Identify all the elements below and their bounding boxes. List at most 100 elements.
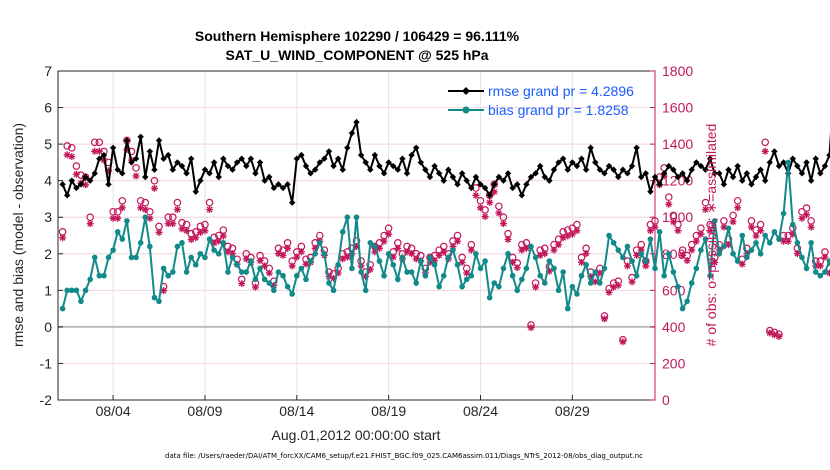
- bias-point: [303, 276, 309, 283]
- rmse-point: [647, 188, 654, 195]
- bias-point: [665, 250, 672, 257]
- bias-point: [546, 258, 553, 264]
- grid: [58, 70, 655, 401]
- obs-assimilated-marker: [343, 253, 351, 261]
- bias-point: [629, 258, 635, 264]
- obs-assimilated-marker: [118, 204, 126, 212]
- y-tick-label: 6: [44, 100, 52, 116]
- rmse-point: [651, 173, 659, 181]
- bias-point: [248, 258, 254, 264]
- rmse-point: [348, 129, 356, 137]
- obs-possible-marker: [807, 217, 815, 225]
- obs-assimilated-marker: [564, 232, 572, 240]
- bias-point: [381, 272, 387, 279]
- rmse-point: [601, 170, 608, 177]
- rmse-point: [762, 177, 769, 184]
- bias-point: [702, 236, 709, 242]
- obs-assimilated-marker: [518, 246, 526, 254]
- obs-assimilated-marker: [766, 329, 774, 337]
- bias-point: [638, 250, 645, 257]
- obs-assimilated-marker: [738, 260, 746, 268]
- bias-point: [794, 240, 801, 246]
- rmse-point: [555, 159, 562, 166]
- rmse-point: [201, 166, 209, 173]
- obs-assimilated-marker: [215, 237, 223, 245]
- rmse-point: [238, 155, 245, 162]
- obs-assimilated-marker: [637, 246, 645, 254]
- rmse-point: [275, 181, 282, 188]
- rmse-point: [573, 162, 581, 170]
- bias-point: [647, 236, 654, 242]
- bias-point: [124, 218, 130, 224]
- rmse-point: [803, 159, 810, 166]
- rmse-point: [546, 177, 553, 184]
- rmse-point: [413, 144, 420, 151]
- rmse-point: [518, 192, 526, 199]
- rmse-point: [426, 173, 434, 181]
- rmse-point: [109, 144, 117, 151]
- bias-point: [776, 236, 782, 242]
- obs-assimilated-marker: [532, 283, 540, 291]
- bias-point: [229, 254, 236, 261]
- obs-possible-marker: [573, 220, 581, 229]
- obs-possible-marker: [132, 164, 140, 172]
- obs-possible-marker: [756, 220, 765, 229]
- obs-assimilated-marker: [559, 234, 567, 242]
- obs-assimilated-marker: [82, 181, 90, 189]
- bias-point: [280, 272, 286, 279]
- bias-point: [509, 272, 516, 279]
- obs-assimilated-marker: [68, 153, 76, 161]
- obs-possible-marker: [72, 162, 81, 170]
- obs-possible-marker: [58, 228, 67, 236]
- obs-possible-marker: [173, 198, 182, 207]
- rmse-point: [491, 181, 498, 188]
- obs-assimilated-marker: [454, 237, 462, 245]
- obs-assimilated-marker: [513, 264, 521, 272]
- obs-assimilated-marker: [747, 223, 755, 231]
- obs-assimilated-marker: [219, 232, 227, 240]
- obs-assimilated-marker: [816, 262, 824, 270]
- bias-point: [192, 261, 199, 268]
- obs-assimilated-marker: [279, 251, 287, 259]
- bias-point: [587, 280, 594, 286]
- obs-assimilated-marker: [527, 324, 535, 332]
- bias-point: [578, 272, 585, 279]
- bias-point: [707, 272, 713, 279]
- bias-point: [64, 287, 70, 294]
- rmse-point: [454, 181, 461, 188]
- rmse-point: [440, 177, 447, 184]
- legend-bias-marker: [462, 106, 470, 114]
- bias-point: [220, 240, 227, 246]
- y-right-tick-label: 0: [662, 392, 670, 408]
- bias-point: [817, 272, 824, 279]
- bias-point: [238, 269, 245, 275]
- obs-assimilated-marker: [293, 253, 301, 261]
- obs-possible-marker: [219, 226, 228, 234]
- bias-point: [312, 250, 318, 257]
- rmse-point: [624, 170, 631, 177]
- obs-possible-marker: [747, 217, 756, 225]
- bias-point: [734, 258, 741, 264]
- y-right-tick-label: 400: [662, 319, 686, 335]
- rmse-point: [77, 181, 85, 188]
- obs-assimilated-marker: [261, 262, 269, 270]
- obs-assimilated-marker: [591, 278, 599, 286]
- obs-assimilated-marker: [509, 258, 517, 266]
- bias-point: [202, 254, 208, 261]
- legend-rmse-marker: [462, 87, 470, 95]
- obs-assimilated-marker: [160, 287, 168, 295]
- bias-point: [252, 276, 259, 283]
- obs-assimilated-marker: [229, 250, 237, 258]
- obs-assimilated-marker: [610, 283, 618, 291]
- bias-point: [684, 298, 690, 305]
- rmse-point: [119, 170, 126, 177]
- bias-point: [514, 287, 521, 294]
- bias-point: [417, 258, 424, 264]
- rmse-point: [330, 162, 337, 170]
- bias-point: [440, 272, 447, 279]
- rmse-point: [353, 118, 360, 126]
- bias-point: [757, 250, 764, 257]
- obs-assimilated-marker: [619, 338, 627, 346]
- obs-assimilated-marker: [385, 230, 393, 238]
